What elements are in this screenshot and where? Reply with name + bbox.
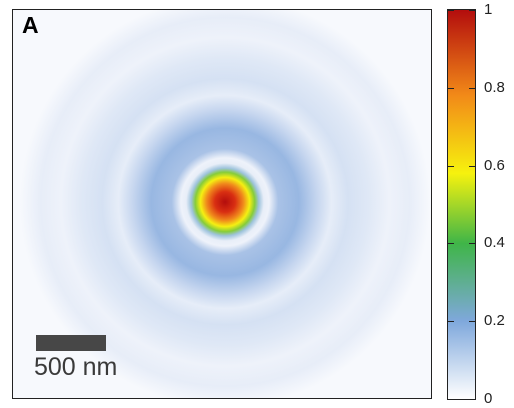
colorbar-tick-label: 0.6 xyxy=(484,157,505,174)
scale-bar xyxy=(36,335,106,351)
colorbar-tick xyxy=(448,243,454,244)
colorbar-tick xyxy=(469,243,475,244)
colorbar-tick xyxy=(448,399,454,400)
colorbar-tick-label: 0.2 xyxy=(484,312,505,329)
colorbar-tick-label: 1 xyxy=(484,1,493,18)
colorbar-tick xyxy=(469,166,475,167)
colorbar-tick-label: 0.8 xyxy=(484,79,505,96)
panel-label: A xyxy=(22,12,39,38)
colorbar-tick xyxy=(469,321,475,322)
colorbar-tick xyxy=(448,10,454,11)
colorbar-tick-label: 0 xyxy=(484,390,493,407)
colorbar-tick xyxy=(469,399,475,400)
colorbar-tick xyxy=(448,88,454,89)
colorbar-tick xyxy=(448,166,454,167)
colorbar-gradient xyxy=(448,10,475,399)
colorbar-tick-label: 0.4 xyxy=(484,234,505,251)
scale-bar-label: 500 nm xyxy=(34,353,118,381)
colorbar-tick xyxy=(469,10,475,11)
intensity-image xyxy=(13,10,431,398)
intensity-map xyxy=(12,9,432,399)
colorbar-tick xyxy=(448,321,454,322)
colorbar-tick xyxy=(469,88,475,89)
colorbar xyxy=(447,9,476,400)
